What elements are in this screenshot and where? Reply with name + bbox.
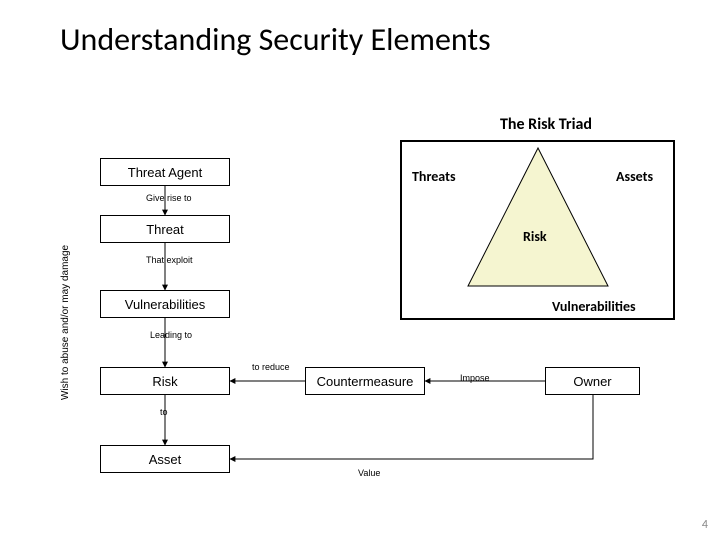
- box-owner: Owner: [545, 367, 640, 395]
- connector-label: Impose: [460, 373, 490, 383]
- page-title: Understanding Security Elements: [60, 20, 491, 59]
- connector-label: to reduce: [252, 362, 290, 372]
- connector-label: That exploit: [146, 255, 193, 265]
- connector-label: to: [160, 407, 168, 417]
- box-vulnerabilities: Vulnerabilities: [100, 290, 230, 318]
- box-risk: Risk: [100, 367, 230, 395]
- triad-label-risk: Risk: [523, 228, 547, 245]
- triad-label-vuln: Vulnerabilities: [552, 298, 636, 315]
- box-threat-agent: Threat Agent: [100, 158, 230, 186]
- vertical-label: Wish to abuse and/or may damage: [60, 245, 71, 400]
- connector-label: Value: [358, 468, 380, 478]
- triad-subtitle: The Risk Triad: [500, 115, 592, 134]
- triad-label-assets: Assets: [616, 168, 653, 185]
- triad-label-threats: Threats: [412, 168, 456, 185]
- box-countermeasure: Countermeasure: [305, 367, 425, 395]
- page-number: 4: [702, 518, 708, 532]
- connector-label: Give rise to: [146, 193, 192, 203]
- connector-label: Leading to: [150, 330, 192, 340]
- box-asset: Asset: [100, 445, 230, 473]
- box-threat: Threat: [100, 215, 230, 243]
